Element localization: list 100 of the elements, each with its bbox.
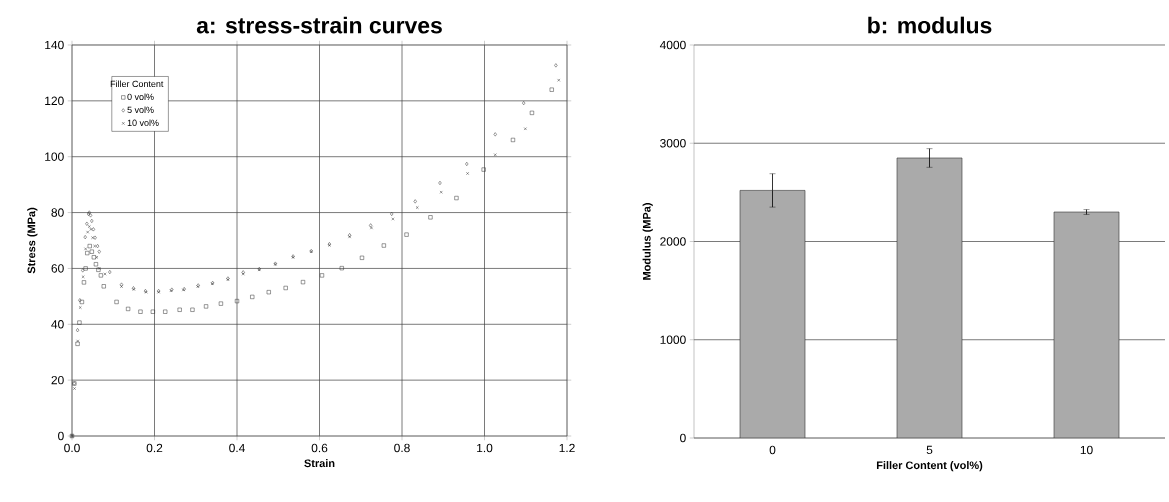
point [369, 223, 373, 228]
point [549, 87, 554, 92]
point [126, 306, 131, 311]
point [75, 328, 80, 333]
x-tick-label: 10 [1080, 445, 1093, 455]
bar [1053, 211, 1120, 438]
point [415, 206, 419, 210]
point [493, 153, 497, 157]
y-axis-title: Modulus (MPa) [642, 203, 653, 280]
x-tick-label: 1.2 [559, 443, 575, 453]
point [163, 309, 168, 314]
point [87, 244, 92, 249]
x-tick-label: 1.0 [477, 443, 493, 453]
point [119, 285, 124, 289]
y-tick-label: 20 [51, 375, 64, 385]
point [81, 268, 85, 273]
x-tick-label: 0.8 [394, 443, 410, 453]
point [391, 217, 395, 221]
point [150, 309, 155, 314]
point [523, 127, 527, 131]
x-tick-label: 5 [926, 445, 933, 455]
point [177, 307, 182, 312]
y-tick-label: 0 [680, 433, 686, 443]
point [359, 255, 365, 260]
legend-label: 10 vol% [127, 119, 159, 126]
point [522, 101, 526, 106]
point [95, 244, 100, 249]
bar [896, 157, 963, 438]
y-tick-label: 80 [51, 208, 64, 217]
point [465, 161, 469, 167]
point [103, 272, 107, 276]
point [266, 290, 271, 295]
point [439, 190, 443, 194]
point [114, 299, 119, 304]
x-axis-title: Strain [304, 459, 335, 468]
y-tick-label: 1000 [660, 335, 686, 344]
point [119, 282, 124, 287]
legend-label: 0 vol% [127, 93, 154, 101]
point [510, 137, 516, 142]
point [557, 78, 561, 82]
point [89, 249, 94, 254]
point [466, 171, 470, 175]
point [493, 132, 497, 137]
point [95, 255, 99, 259]
point [190, 307, 195, 312]
y-tick-label: 3000 [660, 139, 686, 148]
point [98, 273, 103, 278]
x-tick-label: 0.0 [64, 443, 80, 453]
point [108, 270, 112, 275]
point [404, 232, 409, 237]
y-axis-title: Stress (MPa) [27, 207, 38, 274]
point [234, 299, 240, 304]
point [438, 180, 442, 186]
point [554, 63, 558, 68]
point [77, 320, 82, 325]
point [204, 304, 209, 309]
x-tick-label: 0 [769, 445, 776, 455]
point [381, 243, 386, 248]
point [97, 249, 101, 254]
point [83, 266, 88, 271]
y-tick-label: 100 [45, 152, 64, 161]
point [81, 275, 85, 279]
point [78, 306, 82, 310]
point [81, 280, 87, 285]
y-tick-label: 2000 [660, 237, 686, 246]
y-tick-label: 120 [45, 96, 64, 106]
bar [739, 190, 806, 438]
point [218, 301, 223, 306]
point [481, 167, 486, 172]
point [283, 285, 288, 291]
y-tick-label: 140 [45, 40, 64, 50]
point [454, 196, 459, 201]
point [339, 266, 344, 271]
point [75, 341, 80, 346]
point [428, 215, 433, 220]
x-tick-label: 0.4 [229, 443, 245, 453]
y-tick-label: 60 [51, 264, 64, 273]
point [93, 244, 97, 248]
point [91, 255, 96, 260]
point [84, 247, 88, 251]
point [300, 280, 306, 285]
chart-title: b: modulus [868, 16, 992, 34]
y-tick-label: 4000 [659, 40, 686, 50]
x-tick-label: 0.6 [311, 443, 328, 453]
legend-label: 5 vol% [127, 106, 154, 113]
point [250, 294, 255, 299]
point [91, 227, 96, 232]
y-tick-label: 40 [51, 320, 64, 329]
x-axis-title: Filler Content (vol%) [876, 461, 983, 472]
point [90, 218, 94, 223]
point [101, 284, 106, 289]
x-tick-label: 0.2 [146, 443, 163, 453]
point [85, 221, 89, 226]
y-tick-label: 0 [58, 431, 64, 441]
chart-title: a: stress-strain curves [196, 16, 442, 34]
point [369, 226, 373, 230]
point [390, 211, 394, 217]
point [529, 110, 534, 115]
point [85, 251, 90, 256]
point [319, 273, 325, 278]
